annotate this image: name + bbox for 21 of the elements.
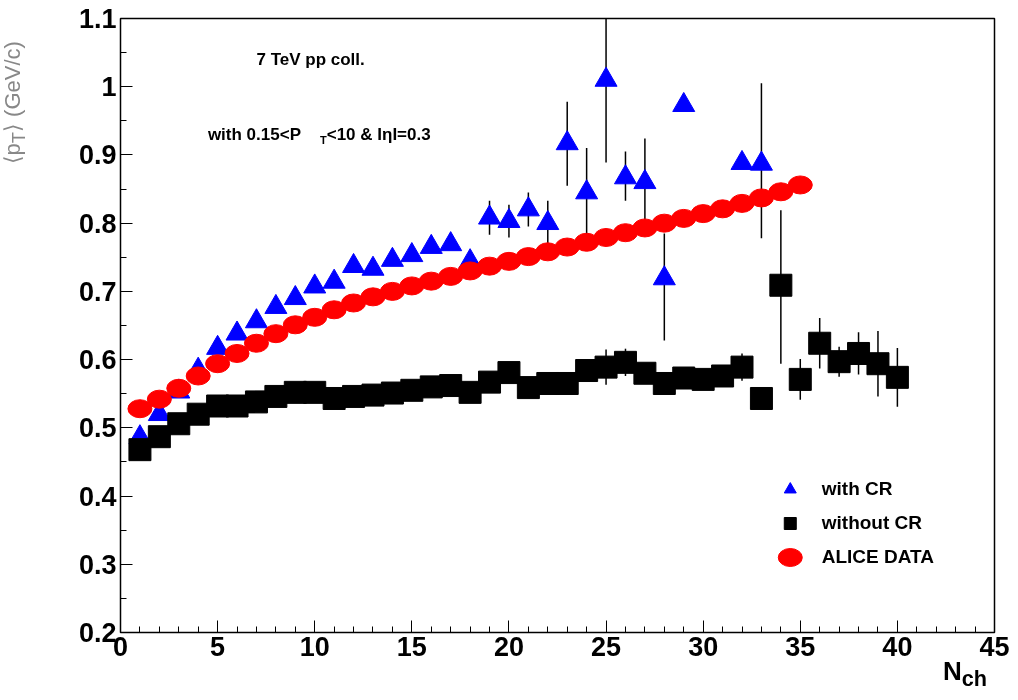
y-tick-label: 0.3 <box>78 549 117 580</box>
x-tick-label: 5 <box>210 631 226 662</box>
y-tick-label: 0.6 <box>78 345 117 376</box>
annotation: 7 TeV pp coll. <box>256 49 365 69</box>
y-tick-label: 0.8 <box>78 208 117 239</box>
x-tick-label: 25 <box>591 631 622 662</box>
x-tick-label: 20 <box>493 631 524 662</box>
x-tick-label: 35 <box>785 631 816 662</box>
y-tick-label: 0.5 <box>78 413 117 444</box>
y-tick-label: 0.4 <box>78 481 117 512</box>
legend-label: without CR <box>821 512 923 534</box>
x-tick-label: 30 <box>688 631 719 662</box>
y-tick-label: 1.1 <box>78 4 117 34</box>
y-tick-label: 0.9 <box>78 140 117 171</box>
legend-label: with CR <box>821 478 893 500</box>
x-tick-label: 10 <box>299 631 330 662</box>
y-tick-label: 1 <box>101 72 117 103</box>
y-tick-label: 0.7 <box>78 276 117 307</box>
legend-label: ALICE DATA <box>821 546 934 568</box>
x-tick-label: 15 <box>396 631 427 662</box>
x-tick-label: 40 <box>882 631 913 662</box>
